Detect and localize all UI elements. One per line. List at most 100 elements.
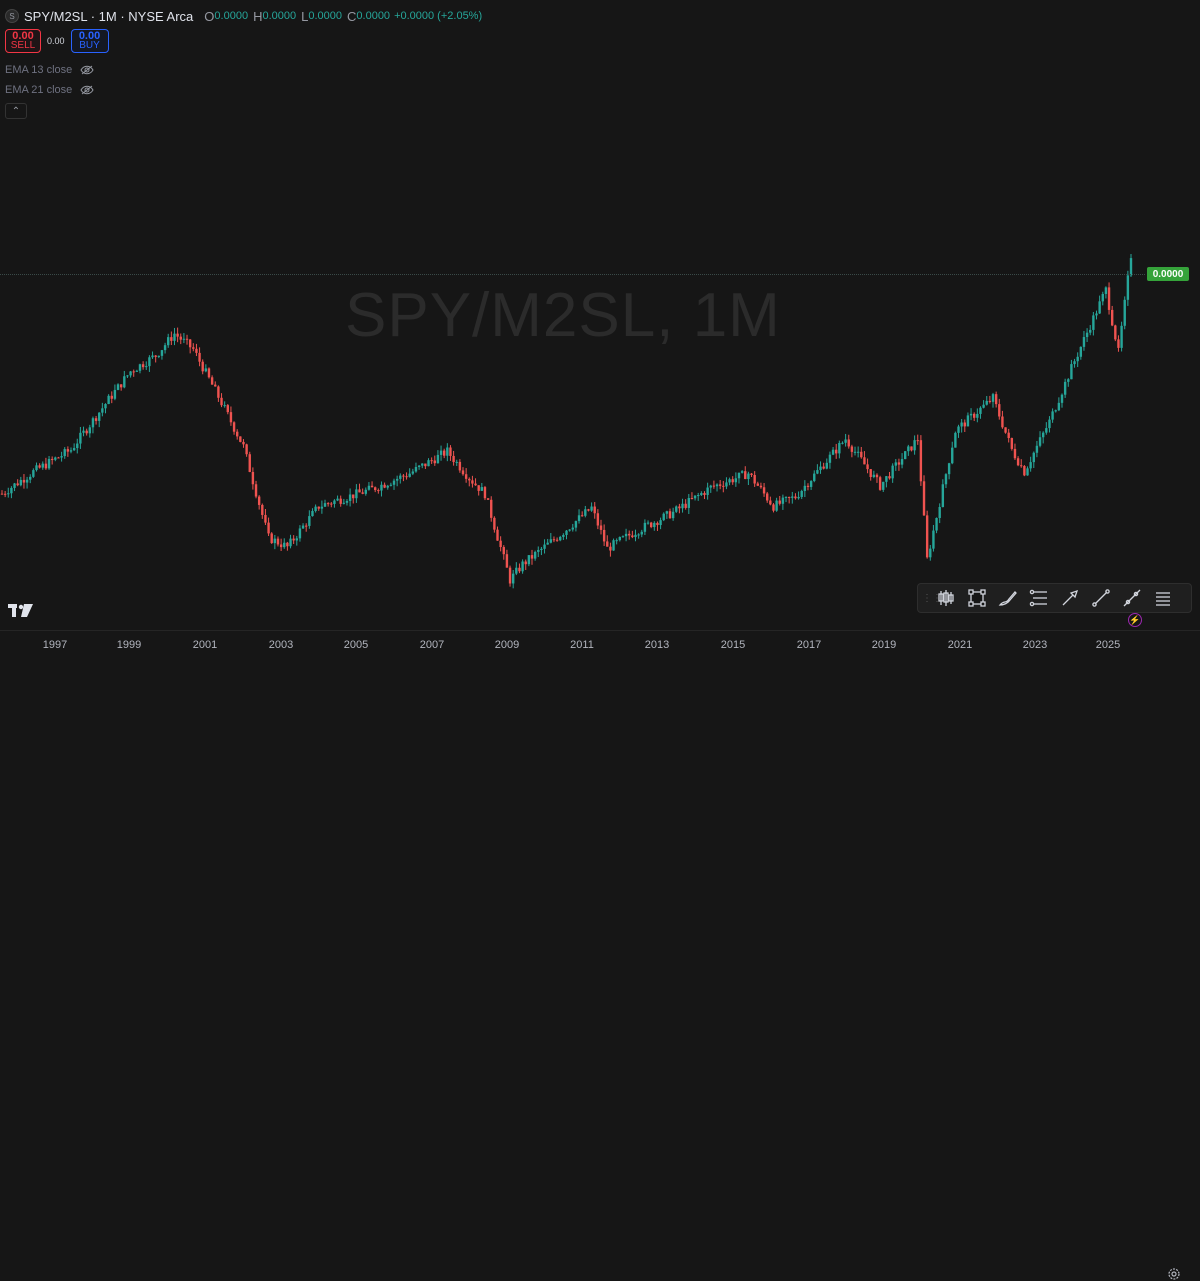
candle-body (389, 484, 393, 486)
candle-body (461, 470, 465, 475)
candle-body (417, 465, 421, 467)
candle-body (960, 422, 963, 427)
candle-body (214, 384, 217, 387)
ray-icon[interactable] (1116, 584, 1147, 612)
candle-body (383, 484, 386, 488)
time-tick: 2019 (871, 639, 897, 651)
candle-body (731, 479, 734, 483)
eye-hidden-icon[interactable] (80, 65, 94, 75)
candle-body (850, 446, 854, 452)
tradingview-logo-icon[interactable] (8, 604, 34, 618)
candle-body (1082, 337, 1086, 347)
candle-body (602, 529, 606, 542)
candle-body (477, 485, 480, 491)
indicator-ema13[interactable]: EMA 13 close (5, 64, 94, 76)
candle-body (913, 440, 916, 451)
candle-body (63, 449, 66, 457)
symbol-title[interactable]: SPY/M2SL · 1M · NYSE Arca (24, 8, 194, 24)
candle-body (1007, 432, 1010, 439)
candle-body (88, 427, 92, 434)
candle-body (580, 515, 584, 517)
candle-body (831, 449, 835, 455)
candle-body (66, 449, 70, 452)
chevron-up-icon[interactable]: ⌃ (5, 103, 27, 119)
candle-body (452, 455, 455, 463)
candle-body (656, 522, 659, 526)
candle-body (875, 474, 879, 478)
candle-body (352, 494, 355, 499)
candle-body (261, 504, 264, 515)
candle-body (593, 506, 596, 514)
candle-body (336, 498, 339, 501)
candle-body (951, 447, 954, 464)
candle-body (19, 479, 23, 486)
candle-body (590, 506, 593, 511)
candle-body (972, 413, 976, 418)
candle-body (872, 474, 876, 478)
candle-body (800, 490, 803, 497)
candle-body (709, 485, 712, 488)
candle-body (188, 339, 192, 348)
rectangle-icon[interactable] (961, 584, 992, 612)
candle-body (468, 478, 471, 481)
chart-area[interactable]: 0.0000 SPY/M2SL, 1M S SPY/M2SL · 1M · NY… (0, 0, 1200, 630)
candle-body (527, 555, 531, 565)
candle-body (433, 460, 436, 464)
candle-body (941, 484, 945, 508)
candle-body (1060, 394, 1064, 403)
candle-body (577, 515, 581, 522)
candle-body (998, 404, 1001, 417)
trend-line-icon[interactable] (1085, 584, 1116, 612)
candle-body (1110, 309, 1114, 326)
candles-icon[interactable] (930, 584, 961, 612)
candle-body (201, 361, 204, 372)
candle-body (640, 531, 643, 535)
buy-price: 0.00 (78, 30, 101, 42)
candle-body (540, 548, 543, 550)
candle-body (198, 352, 201, 362)
high-label: H (253, 8, 263, 24)
candle-body (138, 364, 142, 371)
candle-body (649, 522, 653, 528)
candle-body (1023, 466, 1026, 476)
candle-body (239, 436, 242, 442)
brush-icon[interactable] (992, 584, 1023, 612)
candle-body (969, 413, 973, 416)
gear-icon[interactable] (1167, 1267, 1181, 1281)
time-axis[interactable]: 1997 1999 2001 2003 2005 2007 2009 2011 … (0, 630, 1200, 1280)
arrow-icon[interactable] (1054, 584, 1085, 612)
candle-body (762, 487, 766, 494)
price-plot[interactable] (0, 0, 1200, 630)
menu-icon[interactable] (1147, 584, 1178, 612)
candle-body (292, 538, 295, 541)
drag-handle-icon[interactable]: ⋮⋮ (922, 592, 942, 604)
candle-body (242, 441, 245, 445)
candle-body (665, 511, 669, 514)
candle-body (646, 522, 650, 524)
candle-body (844, 439, 847, 443)
candle-body (474, 483, 477, 486)
time-tick: 2001 (192, 639, 218, 651)
lightning-icon[interactable]: ⚡ (1128, 613, 1142, 627)
candle-body (621, 536, 625, 538)
candle-body (195, 348, 198, 353)
candle-body (929, 548, 932, 558)
buy-button[interactable]: 0.00 BUY (70, 29, 109, 53)
candle-body (991, 394, 995, 402)
candle-body (1063, 381, 1067, 395)
candle-body (671, 511, 675, 519)
candle-body (94, 418, 98, 421)
candle-body (314, 506, 317, 511)
candle-body (1117, 339, 1120, 348)
sell-button[interactable]: 0.00 SELL (5, 29, 41, 53)
candle-body (395, 478, 399, 481)
candle-body (1001, 416, 1004, 428)
candle-body (1016, 458, 1020, 466)
candle-body (157, 355, 161, 357)
candle-body (1107, 287, 1111, 310)
indicator-ema21[interactable]: EMA 21 close (5, 84, 94, 96)
eye-hidden-icon[interactable] (80, 85, 94, 95)
candle-body (1101, 293, 1104, 302)
candle-body (976, 413, 979, 418)
fib-retracement-icon[interactable] (1023, 584, 1054, 612)
